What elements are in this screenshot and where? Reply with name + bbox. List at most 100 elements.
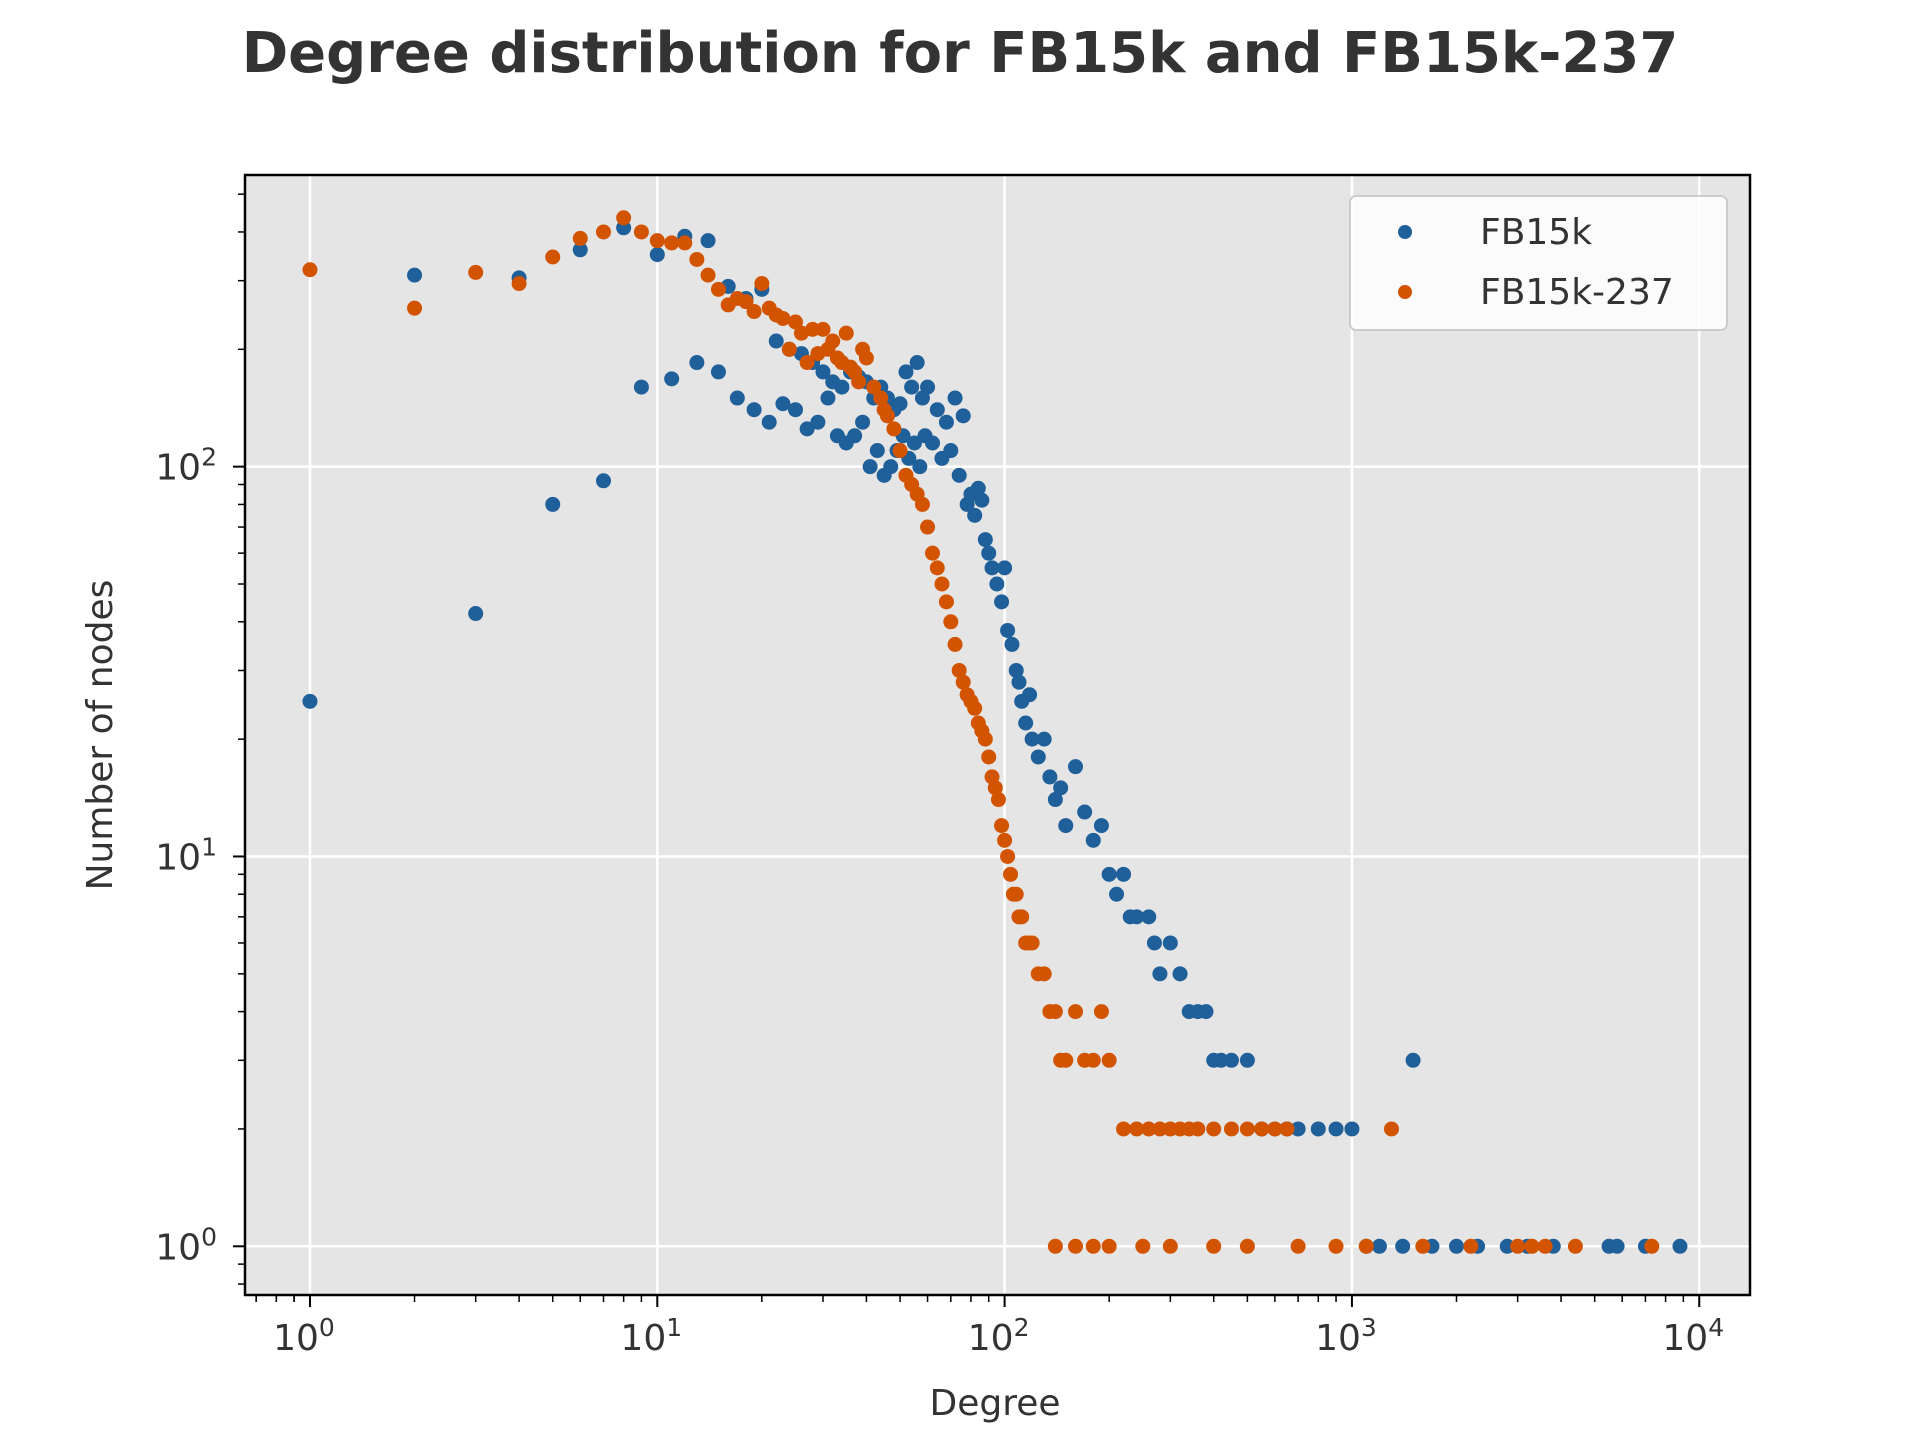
- data-point: [746, 402, 762, 418]
- data-point: [977, 731, 993, 747]
- legend-marker-fb15k: [1398, 225, 1412, 239]
- data-point: [914, 496, 930, 512]
- data-point: [700, 267, 716, 283]
- data-point: [977, 532, 993, 548]
- data-point: [1116, 1121, 1132, 1137]
- data-point: [938, 594, 954, 610]
- data-point: [994, 594, 1010, 610]
- data-point: [799, 421, 815, 437]
- data-point: [1223, 1121, 1239, 1137]
- data-point: [925, 545, 941, 561]
- data-point: [810, 414, 826, 430]
- data-point: [1135, 1238, 1151, 1254]
- data-point: [799, 355, 815, 371]
- data-point: [1609, 1238, 1625, 1254]
- data-point: [1239, 1052, 1255, 1068]
- data-point: [689, 251, 705, 267]
- data-point: [879, 408, 895, 424]
- data-point: [1000, 848, 1016, 864]
- data-points: [302, 210, 1688, 1254]
- data-point: [1101, 1052, 1117, 1068]
- data-point: [1328, 1121, 1344, 1137]
- data-point: [468, 606, 484, 622]
- data-point: [1499, 1238, 1515, 1254]
- data-point: [981, 749, 997, 765]
- x-tick-label: 103: [1315, 1313, 1377, 1359]
- data-point: [302, 262, 318, 278]
- data-point: [1008, 886, 1024, 902]
- data-point: [1068, 759, 1084, 775]
- y-tick-label: 100: [155, 1222, 217, 1268]
- data-point: [994, 818, 1010, 834]
- data-point: [873, 390, 889, 406]
- data-point: [1085, 832, 1101, 848]
- data-point: [1011, 674, 1027, 690]
- data-point: [1162, 1238, 1178, 1254]
- data-point: [981, 545, 997, 561]
- data-point: [898, 364, 914, 380]
- data-point: [955, 408, 971, 424]
- data-point: [987, 780, 1003, 796]
- data-point: [883, 459, 899, 475]
- data-point: [781, 341, 797, 357]
- grid-lines: [245, 175, 1750, 1295]
- y-tick-label: 102: [155, 443, 217, 489]
- data-point: [1141, 1121, 1157, 1137]
- data-point: [974, 492, 990, 508]
- data-point: [866, 379, 882, 395]
- data-point: [912, 459, 928, 475]
- data-point: [1058, 1052, 1074, 1068]
- data-point: [1223, 1052, 1239, 1068]
- data-point: [710, 364, 726, 380]
- legend: FB15k FB15k-237: [1349, 195, 1728, 331]
- data-point: [929, 402, 945, 418]
- data-point: [1672, 1238, 1688, 1254]
- data-point: [1018, 715, 1034, 731]
- data-point: [892, 396, 908, 412]
- data-point: [1537, 1238, 1553, 1254]
- data-point: [1014, 909, 1030, 925]
- tick-labels: 100 101 102 103 104 100 101 102: [155, 443, 1724, 1359]
- data-point: [1085, 1238, 1101, 1254]
- plot-area: [245, 175, 1750, 1295]
- data-point: [1101, 1238, 1117, 1254]
- data-point: [595, 224, 611, 240]
- data-point: [989, 576, 1005, 592]
- data-point: [1036, 731, 1052, 747]
- y-tick-label: 101: [155, 832, 217, 878]
- legend-marker-fb15k-237: [1398, 285, 1412, 299]
- data-point: [1358, 1238, 1374, 1254]
- data-point: [1152, 1121, 1168, 1137]
- data-point: [633, 224, 649, 240]
- data-point: [838, 325, 854, 341]
- data-point: [820, 390, 836, 406]
- data-point: [934, 576, 950, 592]
- data-point: [815, 321, 831, 337]
- data-point: [997, 832, 1013, 848]
- data-point: [1152, 966, 1168, 982]
- data-point: [754, 276, 770, 292]
- data-point: [677, 235, 693, 251]
- data-point: [1129, 1121, 1145, 1137]
- data-point: [990, 792, 1006, 808]
- data-point: [1190, 1121, 1206, 1137]
- data-point: [1024, 731, 1040, 747]
- data-point: [869, 443, 885, 459]
- data-point: [1068, 1238, 1084, 1254]
- data-point: [1395, 1238, 1411, 1254]
- data-point: [1030, 749, 1046, 765]
- data-point: [951, 662, 967, 678]
- x-tick-label: 102: [968, 1313, 1030, 1359]
- data-point: [1036, 966, 1052, 982]
- data-point: [967, 700, 983, 716]
- data-point: [955, 674, 971, 690]
- data-point: [545, 496, 561, 512]
- data-point: [572, 230, 588, 246]
- data-point: [1567, 1238, 1583, 1254]
- data-point: [1077, 804, 1093, 820]
- data-point: [984, 560, 1000, 576]
- data-point: [1510, 1238, 1526, 1254]
- data-point: [970, 480, 986, 496]
- data-point: [1213, 1052, 1229, 1068]
